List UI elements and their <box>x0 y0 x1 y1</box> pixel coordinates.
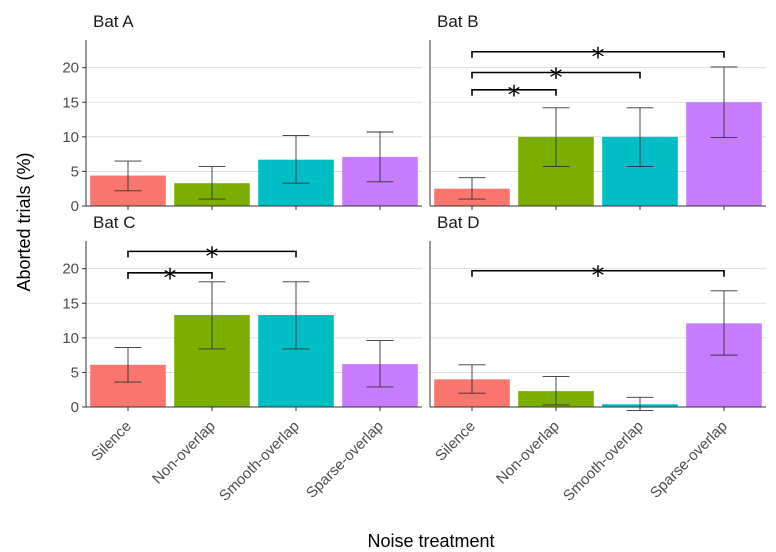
x-tick-label: Smooth-overlap <box>560 418 647 505</box>
panel-title: Bat B <box>437 12 479 31</box>
significance-bracket <box>471 50 725 58</box>
significance-bracket <box>127 272 213 279</box>
panel-title: Bat C <box>93 213 136 232</box>
x-tick-label: Non-overlap <box>493 418 563 488</box>
panel-bat-a: Bat A 0 5 10 15 20 <box>62 12 422 215</box>
y-tick-label: 20 <box>62 60 79 77</box>
y-tick-label: 5 <box>71 163 79 180</box>
x-tick-label: Sparse-overlap <box>647 418 731 502</box>
significance-bracket <box>471 89 557 96</box>
significance-star: * <box>508 81 521 111</box>
y-tick-label: 15 <box>62 295 79 312</box>
x-tick-label: Silence <box>432 418 479 465</box>
x-tick-label: Silence <box>88 418 135 465</box>
x-axis-title: Noise treatment <box>367 531 494 551</box>
significance-star: * <box>592 43 605 73</box>
significance-bracket <box>471 71 641 79</box>
y-tick-label: 0 <box>71 399 79 416</box>
y-tick-label: 20 <box>62 261 79 278</box>
significance-star: * <box>550 64 563 94</box>
significance-star: * <box>592 262 605 292</box>
y-tick-label: 0 <box>71 198 79 215</box>
panel-bat-b: Bat B * * * <box>429 12 766 210</box>
significance-bracket <box>127 250 297 258</box>
panel-bat-c: Bat C * * 0 5 10 15 20 Silence Non-overlapSmooth-… <box>62 213 422 505</box>
significance-star: * <box>206 242 219 272</box>
x-tick-label: Non-overlap <box>149 418 219 488</box>
y-tick-label: 5 <box>71 364 79 381</box>
significance-star: * <box>164 264 177 294</box>
x-tick-label: Smooth-overlap <box>216 418 303 505</box>
y-tick-label: 10 <box>62 330 79 347</box>
x-tick-label: Sparse-overlap <box>303 418 387 502</box>
significance-bracket <box>471 269 725 277</box>
panel-title: Bat D <box>437 213 480 232</box>
y-tick-label: 10 <box>62 129 79 146</box>
panel-title: Bat A <box>93 12 134 31</box>
y-tick-label: 15 <box>62 94 79 111</box>
y-axis-title: Aborted trials (%) <box>14 152 34 291</box>
